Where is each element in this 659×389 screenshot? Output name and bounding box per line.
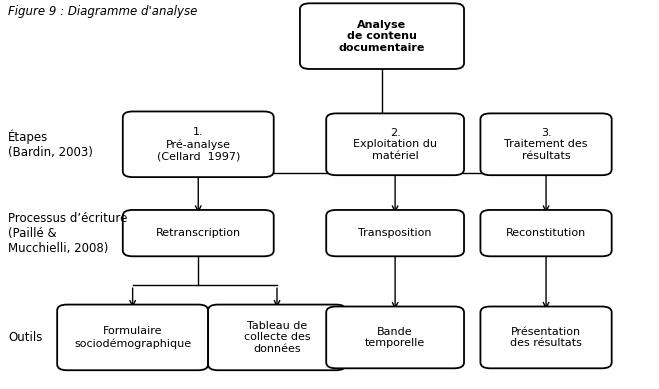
FancyBboxPatch shape [123,210,273,256]
FancyBboxPatch shape [326,113,464,175]
FancyBboxPatch shape [480,210,612,256]
FancyBboxPatch shape [57,305,208,370]
Text: Processus d’écriture
(Paillé &
Mucchielli, 2008): Processus d’écriture (Paillé & Mucchiell… [8,212,127,255]
FancyBboxPatch shape [123,112,273,177]
Text: Tableau de
collecte des
données: Tableau de collecte des données [244,321,310,354]
Text: 1.
Pré-analyse
(Cellard  1997): 1. Pré-analyse (Cellard 1997) [157,127,240,161]
Text: Étapes
(Bardin, 2003): Étapes (Bardin, 2003) [8,130,93,159]
Text: Bande
temporelle: Bande temporelle [365,327,425,348]
FancyBboxPatch shape [480,113,612,175]
Text: 3.
Traitement des
résultats: 3. Traitement des résultats [504,128,588,161]
Text: Figure 9 : Diagramme d'analyse: Figure 9 : Diagramme d'analyse [8,5,197,18]
Text: Outils: Outils [8,331,42,344]
Text: Formulaire
sociodémographique: Formulaire sociodémographique [74,326,191,349]
Text: 2.
Exploitation du
matériel: 2. Exploitation du matériel [353,128,437,161]
Text: Reconstitution: Reconstitution [506,228,586,238]
FancyBboxPatch shape [480,307,612,368]
FancyBboxPatch shape [300,4,464,69]
FancyBboxPatch shape [326,210,464,256]
FancyBboxPatch shape [326,307,464,368]
Text: Analyse
de contenu
documentaire: Analyse de contenu documentaire [339,19,425,53]
FancyBboxPatch shape [208,305,346,370]
Text: Retranscription: Retranscription [156,228,241,238]
Text: Transposition: Transposition [358,228,432,238]
Text: Présentation
des résultats: Présentation des résultats [510,327,582,348]
